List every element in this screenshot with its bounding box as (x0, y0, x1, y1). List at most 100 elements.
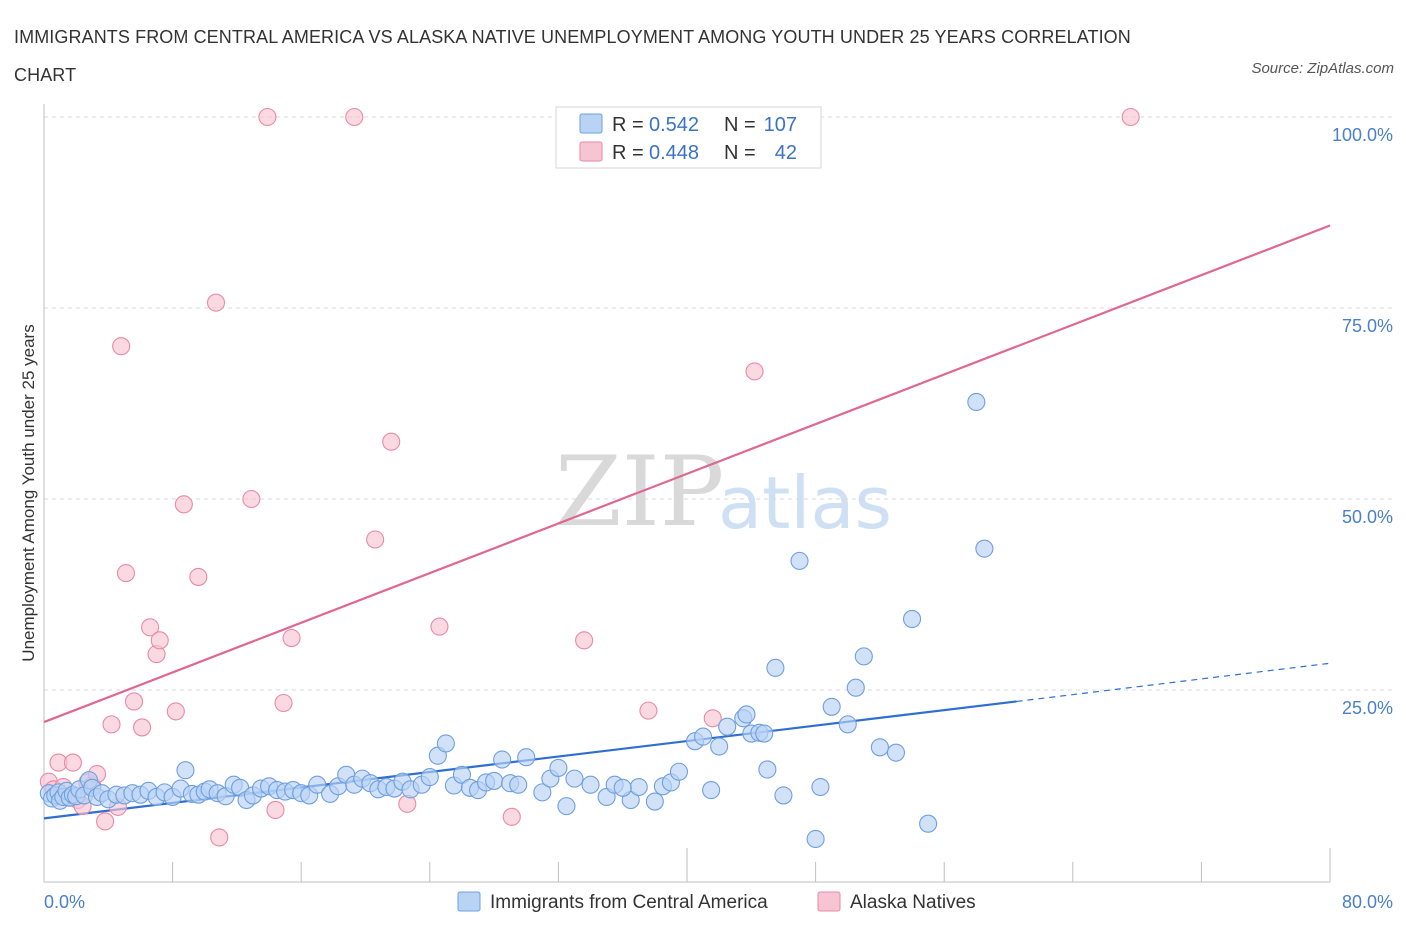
point-pink-38 (639, 701, 658, 720)
point-blue-59 (436, 734, 455, 753)
point-blue-110 (613, 778, 632, 797)
point-pink-11 (96, 812, 115, 831)
point-pink-35 (430, 617, 449, 636)
point-blue-44 (308, 775, 327, 794)
point-blue-72 (549, 758, 568, 777)
point-pink-24 (206, 293, 226, 312)
point-blue-26 (176, 761, 195, 780)
series-legend: Immigrants from Central America Alaska N… (457, 891, 976, 913)
legend-pink-r-label: R = (612, 142, 644, 164)
point-pink-41 (1121, 107, 1140, 127)
point-blue-85 (694, 727, 713, 746)
point-blue-98 (822, 697, 841, 716)
point-blue-88 (718, 717, 737, 736)
point-pink-18 (141, 618, 160, 637)
data-points (39, 107, 1140, 849)
point-blue-99 (838, 715, 857, 734)
point-blue-80 (645, 792, 664, 811)
x-tick-max: 80.0% (1342, 892, 1393, 912)
legend-pink-n-value: 42 (775, 142, 797, 164)
point-blue-79 (629, 777, 648, 797)
point-blue-97 (811, 777, 830, 797)
point-pink-12 (102, 715, 121, 734)
trend-line-extension-blue (1016, 662, 1331, 703)
point-blue-61 (452, 765, 472, 784)
point-pink-37 (575, 631, 594, 650)
point-blue-101 (854, 647, 873, 666)
point-blue-65 (485, 771, 504, 790)
source-label: Source: ZipAtlas.com (1251, 60, 1394, 77)
point-pink-21 (166, 702, 185, 721)
y-tick-label-25: 25.0% (1342, 698, 1393, 718)
point-pink-23 (189, 567, 208, 586)
point-blue-103 (886, 743, 906, 762)
point-pink-32 (366, 530, 385, 549)
point-pink-5 (63, 753, 82, 772)
point-blue-92 (758, 760, 777, 779)
point-pink-25 (210, 828, 229, 847)
legend-blue-n-label: N = (724, 114, 756, 136)
point-blue-86 (702, 781, 721, 800)
tick-labels: 25.0% 50.0% 75.0% 100.0% (1332, 125, 1393, 718)
point-pink-40 (745, 362, 764, 381)
legend-swatch-pink (579, 141, 603, 162)
point-blue-87 (710, 737, 729, 756)
point-blue-94 (774, 786, 793, 805)
point-pink-14 (112, 337, 131, 356)
point-pink-20 (150, 631, 169, 650)
x-tick-min: 0.0% (44, 892, 85, 912)
point-blue-100 (846, 678, 865, 697)
point-blue-105 (919, 814, 938, 833)
legend-pink-r-value: 0.448 (649, 142, 699, 164)
series-legend-swatch-blue (457, 891, 481, 912)
point-blue-57 (420, 768, 439, 787)
point-pink-15 (116, 564, 136, 583)
point-pink-27 (258, 107, 277, 127)
point-blue-104 (902, 609, 922, 628)
series-legend-swatch-pink (817, 891, 841, 912)
point-pink-33 (382, 432, 401, 451)
legend-swatch-blue (579, 113, 603, 134)
legend-blue-r-label: R = (612, 114, 644, 136)
point-blue-70 (533, 783, 552, 802)
legend-blue-n-value: 107 (764, 114, 797, 136)
grid-lines (44, 116, 1394, 691)
point-blue-73 (557, 797, 576, 816)
y-tick-label-100: 100.0% (1332, 125, 1393, 145)
point-blue-96 (806, 829, 825, 849)
trend-line-pink (43, 224, 1331, 724)
correlation-legend: R = 0.542 N = 107 R = 0.448 N = 42 (555, 106, 822, 169)
point-blue-68 (509, 775, 528, 794)
point-pink-16 (124, 692, 144, 711)
legend-blue-r-value: 0.542 (649, 114, 699, 136)
watermark-atlas: atlas (718, 461, 892, 545)
point-pink-28 (266, 800, 285, 819)
axes (43, 104, 1331, 883)
point-blue-102 (870, 738, 889, 757)
point-blue-95 (790, 551, 809, 570)
point-pink-30 (282, 628, 301, 648)
y-tick-label-75: 75.0% (1342, 316, 1393, 336)
chart-title: IMMIGRANTS FROM CENTRAL AMERICA VS ALASK… (14, 27, 1131, 85)
point-pink-26 (242, 489, 261, 509)
point-blue-83 (669, 762, 689, 781)
point-blue-106 (967, 392, 986, 412)
series-legend-pink-label: Alaska Natives (850, 892, 976, 913)
series-legend-blue-label: Immigrants from Central America (490, 892, 768, 913)
point-blue-108 (737, 705, 756, 724)
point-blue-75 (581, 775, 600, 794)
point-blue-107 (975, 539, 994, 558)
point-pink-22 (174, 495, 193, 514)
point-pink-31 (345, 107, 364, 127)
point-blue-109 (755, 724, 774, 743)
y-tick-label-50: 50.0% (1342, 507, 1393, 527)
point-pink-29 (274, 693, 293, 713)
point-blue-66 (493, 750, 512, 769)
point-blue-74 (565, 769, 584, 788)
point-pink-39 (703, 709, 722, 728)
point-blue-93 (766, 658, 785, 677)
legend-pink-n-label: N = (724, 142, 756, 164)
point-pink-36 (502, 807, 521, 826)
point-blue-69 (517, 748, 536, 767)
